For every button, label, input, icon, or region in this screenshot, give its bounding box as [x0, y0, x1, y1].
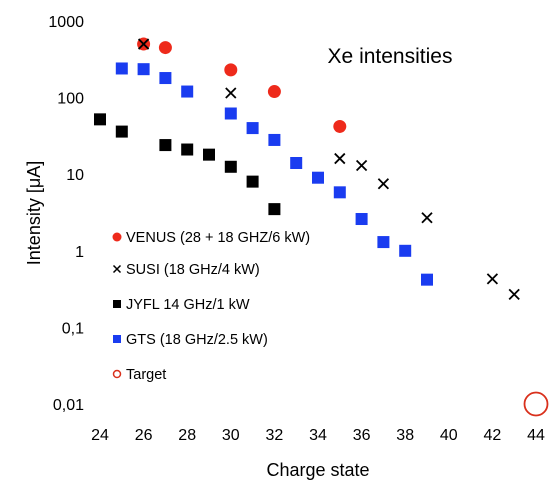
series-1 — [137, 38, 520, 300]
data-point — [355, 159, 368, 172]
series-4 — [523, 391, 549, 417]
chart-title: Xe intensities — [328, 45, 453, 68]
data-point — [334, 152, 346, 165]
x-tick-label: 36 — [353, 427, 371, 444]
legend-label: JYFL 14 GHz/1 kW — [126, 297, 250, 313]
y-tick-label: 10 — [66, 167, 84, 184]
data-point — [115, 62, 128, 75]
data-point — [225, 87, 237, 99]
data-point — [267, 85, 281, 99]
legend-label: Target — [126, 367, 166, 383]
series-2 — [94, 113, 281, 216]
data-point — [159, 139, 172, 152]
data-point — [137, 63, 150, 76]
x-tick-label: 42 — [484, 427, 502, 444]
legend-marker — [112, 369, 122, 379]
x-axis-label: Charge state — [266, 460, 369, 480]
x-tick-label: 26 — [135, 427, 153, 444]
data-point — [203, 148, 215, 161]
data-point — [268, 133, 281, 146]
data-point — [486, 273, 499, 285]
data-point — [181, 143, 194, 156]
data-point — [312, 171, 324, 184]
x-tick-label: 38 — [396, 427, 414, 444]
x-tick-label: 44 — [527, 427, 545, 444]
legend-marker — [113, 335, 121, 343]
data-point — [268, 203, 281, 216]
data-point — [377, 236, 390, 249]
y-axis-label: Intensity [μA] — [24, 161, 44, 265]
legend-label: GTS (18 GHz/2.5 kW) — [126, 332, 268, 348]
series-0 — [137, 37, 347, 133]
data-point — [421, 212, 433, 224]
data-point — [159, 72, 172, 85]
legend-marker — [112, 232, 122, 242]
x-tick-label: 28 — [178, 427, 196, 444]
x-tick-labels: 24 26 28 30 32 34 36 38 40 42 44 — [91, 427, 545, 444]
data-point — [224, 107, 237, 120]
data-point — [158, 41, 172, 55]
data-point — [421, 273, 433, 286]
y-tick-label: 1 — [75, 244, 84, 261]
data-point — [333, 119, 347, 133]
data-point — [290, 157, 303, 170]
x-tick-label: 40 — [440, 427, 458, 444]
data-point — [181, 85, 194, 98]
x-tick-label: 32 — [266, 427, 284, 444]
data-point — [523, 391, 549, 417]
x-tick-label: 34 — [309, 427, 327, 444]
legend-marker — [112, 264, 122, 274]
data-point — [246, 175, 259, 188]
y-tick-label: 0,01 — [53, 397, 84, 414]
y-tick-label: 0,1 — [62, 320, 84, 337]
data-point — [224, 160, 237, 173]
data-point — [399, 244, 412, 257]
data-point — [224, 63, 238, 77]
data-point — [355, 213, 368, 226]
data-point — [333, 186, 346, 199]
data-point — [94, 113, 106, 126]
legend: VENUS (28 + 18 GHZ/6 kW) SUSI (18 GHz/4 k… — [112, 230, 310, 383]
legend-label: SUSI (18 GHz/4 kW) — [126, 262, 260, 278]
data-point — [115, 125, 128, 138]
x-tick-label: 24 — [91, 427, 109, 444]
y-tick-label: 1000 — [48, 14, 84, 31]
y-tick-labels: 0,01 0,1 1 10 100 1000 — [48, 14, 84, 414]
legend-marker — [113, 300, 121, 308]
y-tick-label: 100 — [57, 91, 84, 108]
data-point — [137, 38, 150, 50]
data-marks — [94, 37, 549, 417]
legend-label: VENUS (28 + 18 GHZ/6 kW) — [126, 230, 310, 246]
data-point — [246, 122, 259, 135]
data-point — [508, 288, 520, 300]
series-3 — [115, 62, 433, 286]
x-tick-label: 30 — [222, 427, 240, 444]
data-point — [377, 178, 390, 190]
